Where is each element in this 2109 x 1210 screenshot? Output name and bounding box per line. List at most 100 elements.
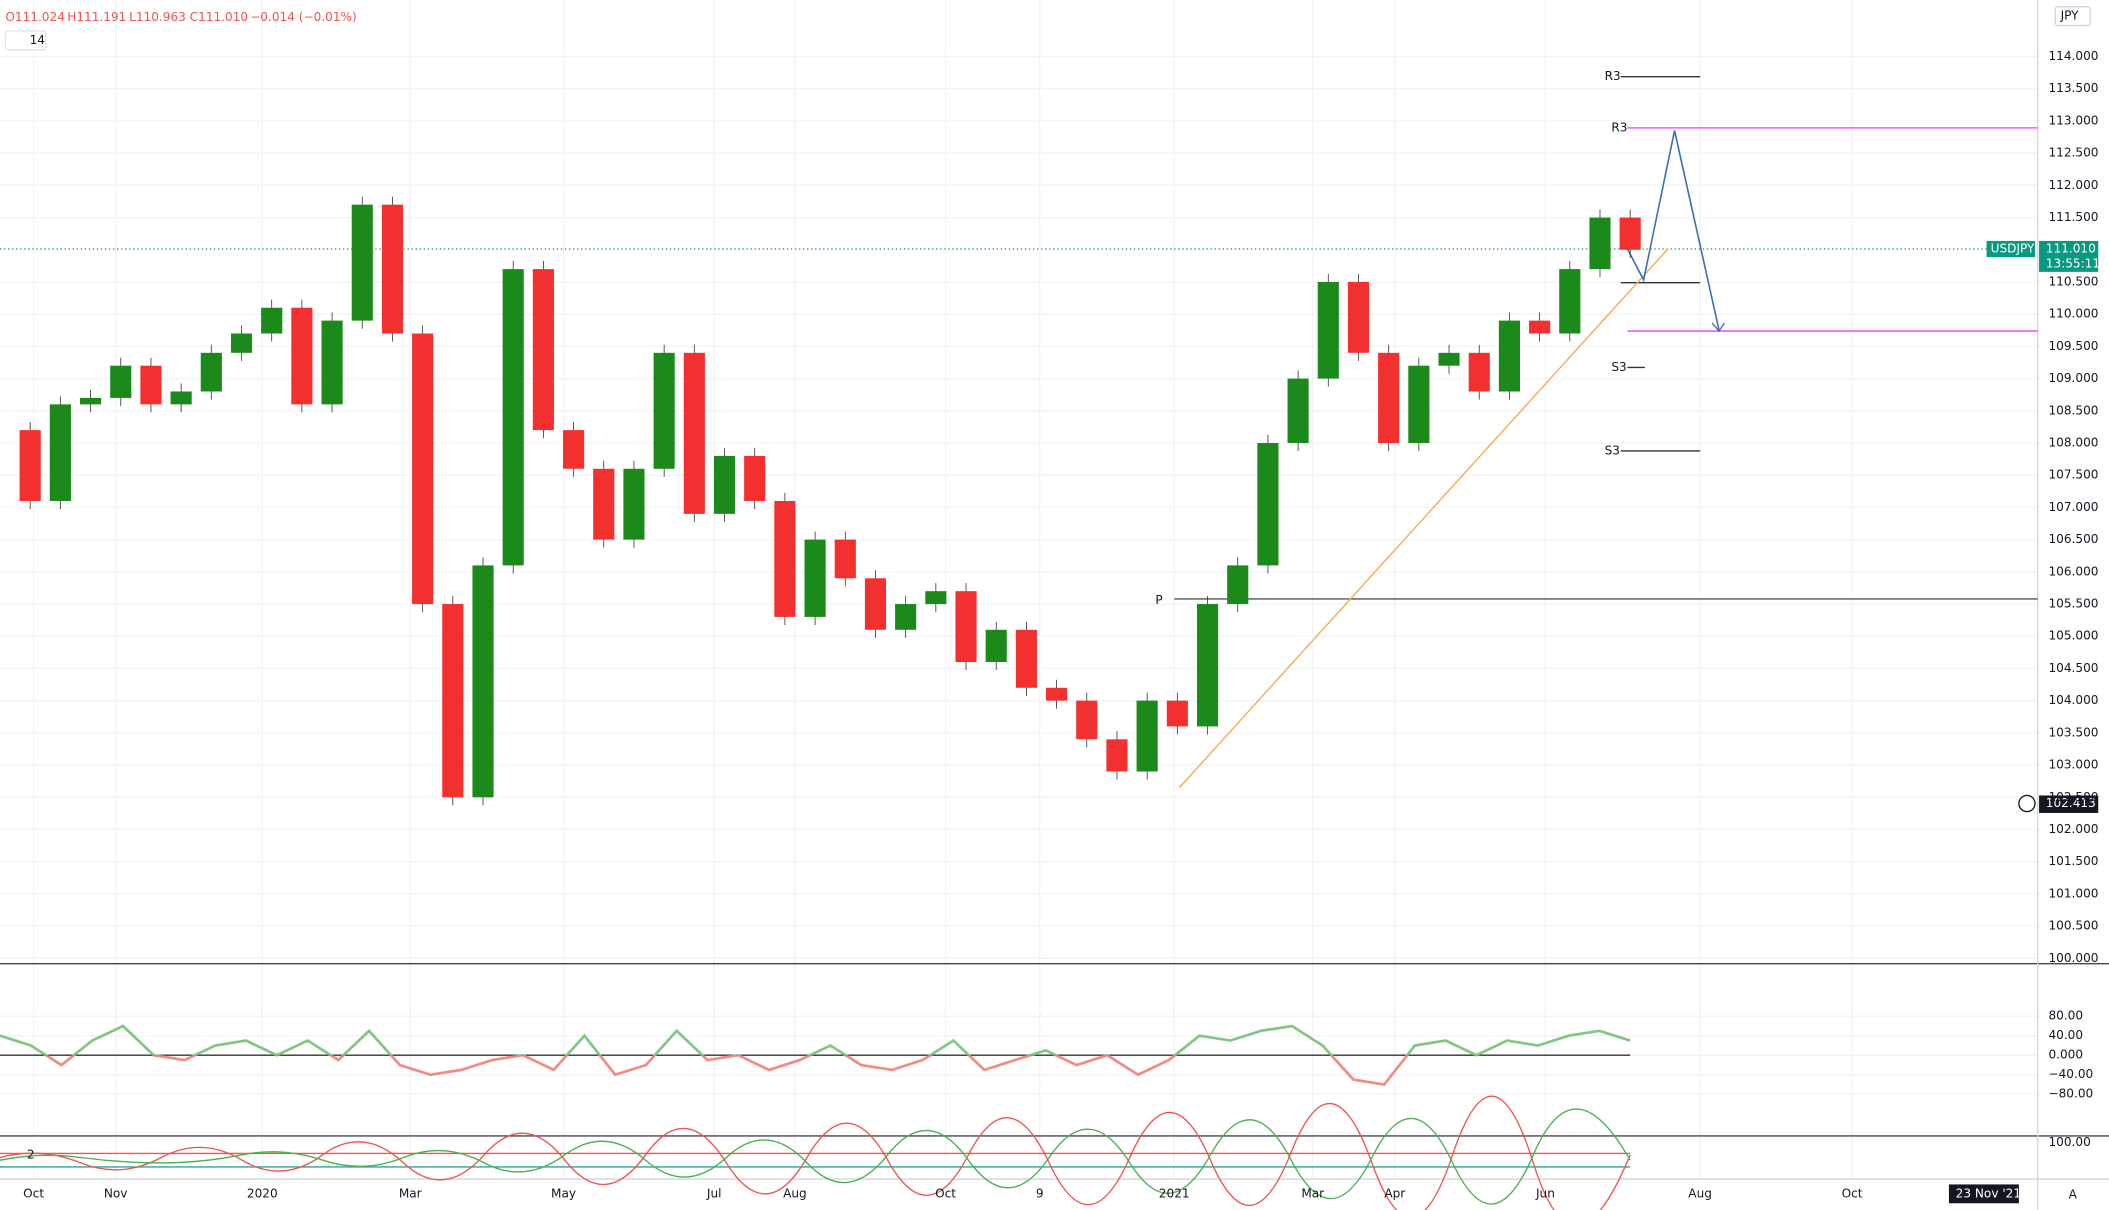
- price-tick-label: 103.000: [2048, 758, 2098, 772]
- candle: [1136, 700, 1158, 772]
- oscillator-tick-label: −80.00: [2048, 1087, 2093, 1101]
- candle: [1076, 700, 1098, 740]
- grid: [0, 0, 2038, 1180]
- currency[interactable]: JPY: [2060, 9, 2080, 23]
- cursor-price: 102.413: [2046, 796, 2096, 810]
- price-tick-label: 108.500: [2048, 403, 2098, 417]
- candle: [1529, 320, 1551, 334]
- candle: [1408, 365, 1430, 444]
- price-tick-label: 110.000: [2048, 307, 2098, 321]
- price-tick-label: 106.000: [2048, 564, 2098, 578]
- candle: [321, 320, 343, 405]
- countdown: 13:55:11: [2046, 256, 2100, 270]
- candle: [864, 578, 887, 630]
- time-label: Nov: [104, 1186, 128, 1200]
- price-tick-label: 112.000: [2048, 178, 2098, 192]
- candle: [925, 591, 947, 605]
- candle: [1227, 565, 1249, 605]
- level-label: S3: [1611, 360, 1626, 374]
- price-tick-label: 102.500: [2048, 790, 2098, 804]
- price-tick-label: 100.500: [2048, 919, 2098, 933]
- ohlc-open: O111.024: [5, 10, 65, 24]
- symbol-tag-bg: [1986, 240, 2036, 258]
- date-tag: 23 Nov '21: [1956, 1186, 2021, 1200]
- candle: [1015, 629, 1037, 688]
- indicator-label[interactable]: 14: [30, 33, 46, 47]
- time-label: 9: [1036, 1186, 1044, 1200]
- candle: [1378, 352, 1400, 444]
- candle: [1619, 217, 1641, 250]
- trend-line: [1179, 248, 1669, 788]
- price-tick-label: 109.000: [2048, 371, 2098, 385]
- price-tick-label: 113.500: [2048, 81, 2098, 95]
- time-label: Oct: [1842, 1186, 1863, 1200]
- candle: [804, 539, 826, 617]
- candle: [19, 430, 41, 501]
- candle: [623, 468, 645, 540]
- cursor-price-bg: [2039, 795, 2099, 813]
- cursor-plus[interactable]: [2018, 794, 2036, 813]
- candle: [1498, 320, 1520, 392]
- currency-button[interactable]: [2054, 6, 2091, 27]
- price-tick-label: 104.500: [2048, 661, 2098, 675]
- symbol-tag: USDJPY: [1991, 241, 2035, 255]
- candle: [532, 269, 554, 431]
- candle: [472, 565, 494, 798]
- candle: [200, 352, 222, 392]
- price-tick-label: 114.000: [2048, 49, 2098, 63]
- time-label: Jun: [1535, 1186, 1555, 1200]
- projection-arrow: [1711, 322, 1725, 333]
- price-tick-label: 107.500: [2048, 468, 2098, 482]
- candle: [291, 307, 313, 405]
- candle: [1287, 378, 1309, 444]
- indicator-badge[interactable]: [4, 30, 47, 51]
- time-label: Oct: [23, 1186, 44, 1200]
- level-label: S3: [1605, 443, 1620, 457]
- stoch-tick-label: 100.00: [2048, 1135, 2090, 1149]
- time-label: 2021: [1159, 1186, 1190, 1200]
- time-label: Aug: [783, 1186, 807, 1200]
- last-price-bg: [2039, 240, 2099, 272]
- candle: [1257, 443, 1279, 566]
- candle: [1196, 604, 1219, 727]
- time-label: May: [551, 1186, 576, 1200]
- date-tag-bg: [1948, 1184, 2019, 1204]
- price-tick-label: 113.000: [2048, 113, 2098, 127]
- stoch-line: [0, 1108, 1631, 1205]
- candle: [1106, 739, 1128, 772]
- candle: [1046, 687, 1068, 701]
- candle: [955, 591, 977, 663]
- candle: [1468, 352, 1490, 392]
- price-tick-label: 105.000: [2048, 629, 2098, 643]
- level-label: R3: [1605, 69, 1621, 83]
- price-tick-label: 101.000: [2048, 886, 2098, 900]
- candle: [985, 629, 1007, 663]
- candle: [834, 539, 856, 579]
- level-label: P: [1155, 593, 1162, 607]
- candle: [110, 365, 132, 398]
- candle: [140, 365, 162, 405]
- price-tick-label: 107.000: [2048, 500, 2098, 514]
- stoch-label[interactable]: 2: [27, 1147, 35, 1161]
- time-label: Mar: [399, 1186, 422, 1200]
- candle: [49, 404, 71, 501]
- level-label: R3: [1611, 120, 1627, 134]
- candle: [713, 455, 736, 514]
- candle: [502, 269, 524, 566]
- candle: [351, 204, 373, 321]
- ohlc-change: −0.014 (−0.01%): [250, 10, 357, 24]
- candle: [412, 333, 434, 605]
- candle: [442, 604, 464, 798]
- time-label: Oct: [935, 1186, 956, 1200]
- oscillator-tick-label: −40.00: [2048, 1067, 2093, 1081]
- oscillator-line-positive: [0, 1024, 1631, 1056]
- auto-scale[interactable]: A: [2069, 1188, 2078, 1202]
- candle: [744, 455, 766, 501]
- candle: [1317, 281, 1339, 379]
- candle: [1589, 217, 1611, 270]
- price-tick-label: 102.000: [2048, 822, 2098, 836]
- candle: [895, 604, 917, 630]
- time-label: Aug: [1688, 1186, 1712, 1200]
- price-tick-label: 104.000: [2048, 693, 2098, 707]
